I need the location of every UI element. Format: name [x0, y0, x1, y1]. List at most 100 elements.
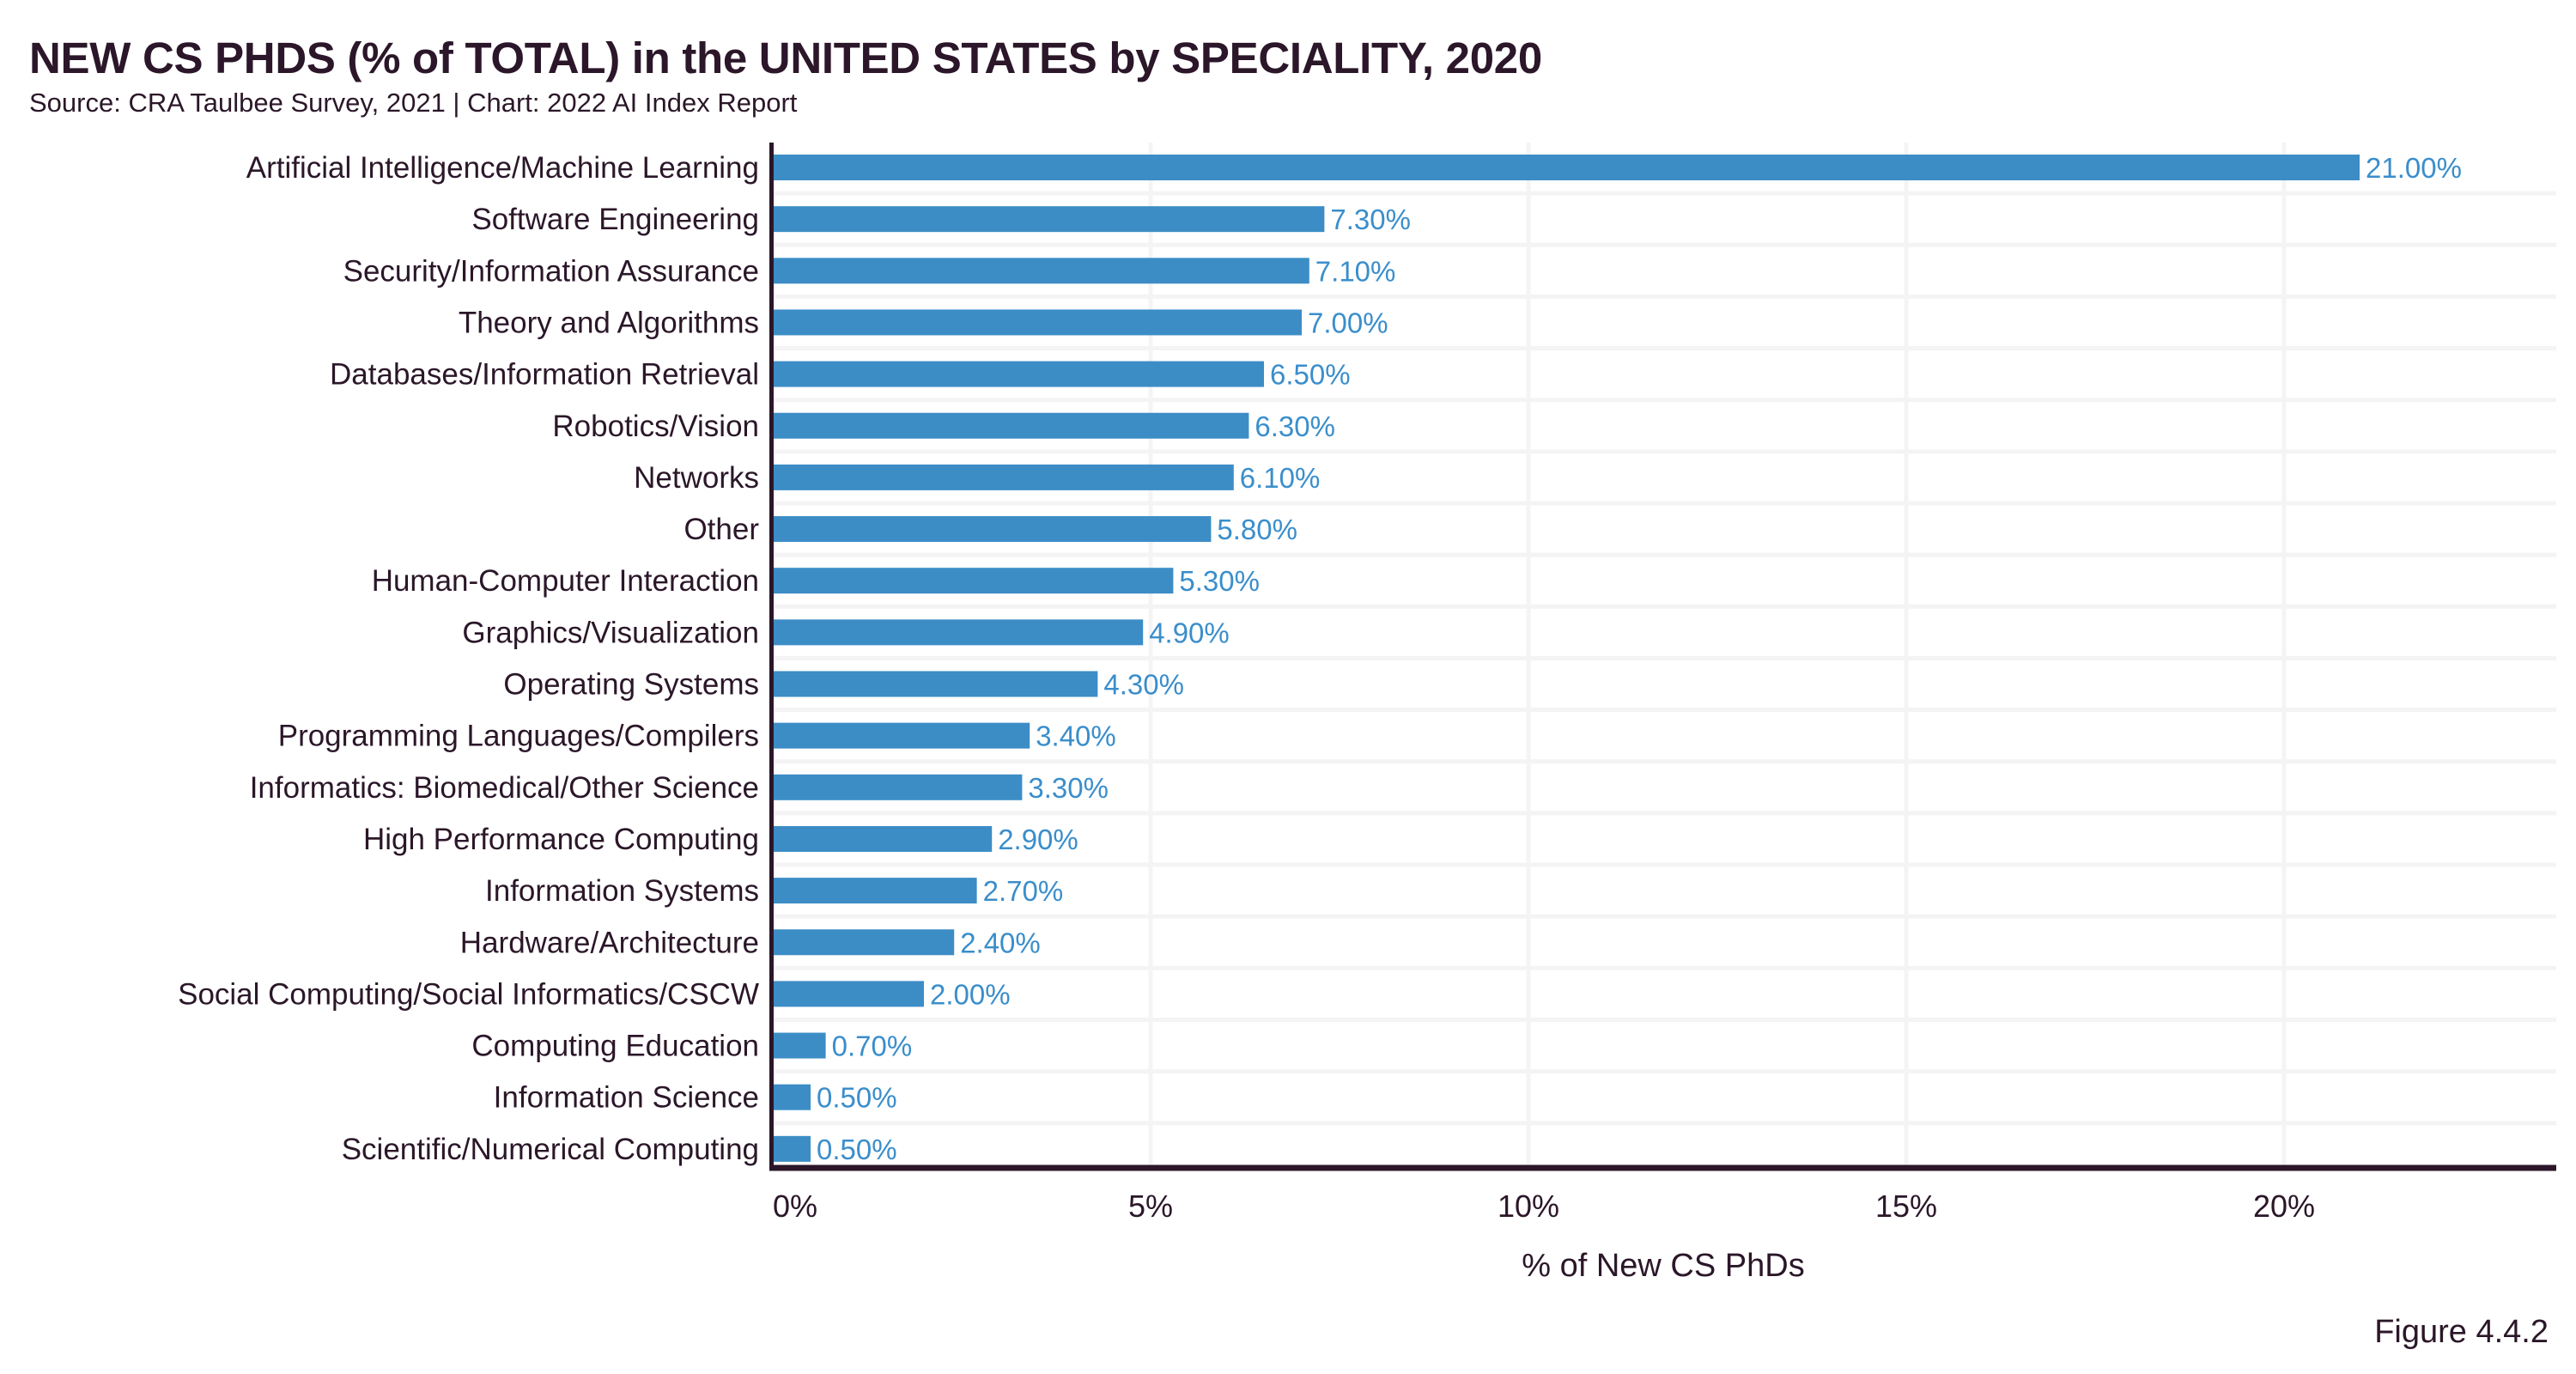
bar — [773, 516, 1212, 543]
bar — [773, 878, 977, 904]
row-separator — [773, 604, 2556, 609]
category-label: Scientific/Numerical Computing — [342, 1133, 759, 1166]
figure-label: Figure 4.4.2 — [2374, 1314, 2549, 1350]
category-label: Software Engineering — [471, 203, 759, 236]
row-separator — [773, 449, 2556, 454]
value-label: 3.30% — [1028, 772, 1109, 804]
category-label: High Performance Computing — [363, 823, 759, 856]
bar — [773, 619, 1144, 646]
value-label: 4.30% — [1103, 669, 1184, 701]
x-tick-label: 5% — [1128, 1189, 1173, 1224]
category-label: Robotics/Vision — [552, 410, 759, 443]
x-gridline — [2281, 143, 2287, 1168]
y-axis-line — [769, 143, 774, 1171]
value-label: 5.80% — [1217, 514, 1297, 545]
row-separator — [773, 965, 2556, 970]
value-label: 4.90% — [1149, 617, 1230, 648]
row-separator — [773, 811, 2556, 816]
row-separator — [773, 1017, 2556, 1022]
category-label: Information Science — [494, 1081, 759, 1115]
category-label: Computing Education — [471, 1030, 759, 1063]
chart-subtitle: Source: CRA Taulbee Survey, 2021 | Chart… — [29, 88, 798, 118]
bar — [773, 1032, 826, 1059]
row-separator — [773, 191, 2556, 196]
category-label: Artificial Intelligence/Machine Learning — [246, 151, 759, 185]
value-label: 21.00% — [2366, 152, 2462, 184]
row-separator — [773, 294, 2556, 299]
x-gridline — [1526, 143, 1531, 1168]
bar — [773, 361, 1264, 387]
value-label: 0.50% — [817, 1134, 897, 1165]
category-label: Databases/Information Retrieval — [330, 358, 759, 392]
x-tick-label: 10% — [1498, 1189, 1559, 1224]
category-label: Graphics/Visualization — [462, 616, 759, 649]
x-axis-line — [769, 1164, 2556, 1171]
bar — [773, 981, 924, 1007]
bar — [773, 568, 1174, 594]
row-separator — [773, 759, 2556, 764]
category-label: Theory and Algorithms — [459, 306, 759, 339]
x-axis-title: % of New CS PhDs — [1522, 1248, 1804, 1284]
value-label: 6.30% — [1255, 410, 1335, 442]
value-label: 2.40% — [960, 927, 1041, 958]
value-label: 2.00% — [930, 978, 1011, 1010]
category-label: Networks — [634, 461, 759, 495]
category-label: Social Computing/Social Informatics/CSCW — [178, 977, 759, 1011]
value-label: 6.10% — [1240, 462, 1321, 494]
row-separator — [773, 862, 2556, 867]
row-separator — [773, 346, 2556, 351]
value-label: 7.10% — [1315, 255, 1396, 287]
category-label: Operating Systems — [503, 668, 759, 702]
value-label: 6.50% — [1270, 359, 1351, 391]
x-tick-label: 0% — [773, 1189, 817, 1224]
bar — [773, 464, 1234, 490]
value-label: 3.40% — [1036, 720, 1116, 752]
value-label: 7.00% — [1308, 307, 1388, 338]
x-tick-labels: 0% 5% 10% 15% 20% — [773, 1189, 2315, 1224]
bar — [773, 825, 993, 852]
chart-title: NEW CS PHDS (% of TOTAL) in the UNITED S… — [29, 33, 1542, 82]
bar — [773, 1135, 811, 1162]
row-separator — [773, 1069, 2556, 1074]
row-separator — [773, 708, 2556, 713]
bar — [773, 309, 1302, 336]
x-gridline — [1148, 143, 1153, 1168]
bars — [773, 155, 2360, 1162]
x-tick-label: 20% — [2253, 1189, 2315, 1224]
category-labels: Artificial Intelligence/Machine Learning… — [178, 151, 759, 1166]
category-label: Security/Information Assurance — [343, 254, 759, 288]
row-separator — [773, 501, 2556, 506]
value-label: 5.30% — [1179, 565, 1260, 597]
value-label: 2.90% — [998, 824, 1078, 855]
axes — [769, 143, 2556, 1171]
bar — [773, 1084, 811, 1110]
value-label: 2.70% — [983, 875, 1064, 907]
value-labels: 21.00% 7.30% 7.10% 7.00% 6.50% 6.30% 6.10% 5.80… — [817, 152, 2462, 1165]
category-label: Informatics: Biomedical/Other Science — [250, 771, 759, 805]
category-label: Human-Computer Interaction — [372, 564, 759, 598]
x-gridline — [1904, 143, 1909, 1168]
category-label: Information Systems — [485, 874, 759, 908]
value-label: 7.30% — [1330, 204, 1411, 235]
row-separator — [773, 1121, 2556, 1126]
row-separator — [773, 914, 2556, 919]
bar — [773, 929, 955, 956]
bar — [773, 258, 1309, 284]
row-separator — [773, 655, 2556, 660]
row-separator — [773, 398, 2556, 403]
category-label: Hardware/Architecture — [460, 926, 759, 959]
value-label: 0.70% — [832, 1030, 913, 1062]
row-separator — [773, 242, 2556, 247]
x-tick-label: 15% — [1875, 1189, 1937, 1224]
bar — [773, 155, 2360, 180]
bar — [773, 671, 1098, 697]
row-separator — [773, 552, 2556, 557]
category-label: Other — [683, 513, 759, 546]
bar — [773, 774, 1023, 800]
grid-lines — [773, 143, 2556, 1168]
bar — [773, 722, 1030, 749]
bar — [773, 206, 1325, 233]
value-label: 0.50% — [817, 1082, 897, 1114]
category-label: Programming Languages/Compilers — [278, 720, 759, 753]
